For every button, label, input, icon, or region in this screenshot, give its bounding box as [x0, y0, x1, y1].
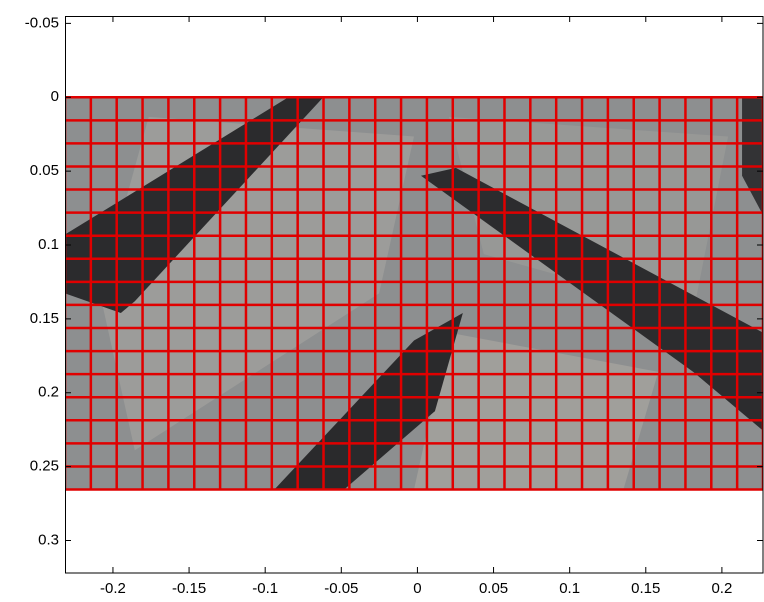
axes-box	[65, 16, 764, 574]
x-tick-label: -0.1	[252, 580, 278, 597]
photo-crack	[742, 97, 763, 215]
x-tick-label: 0.05	[479, 580, 508, 597]
photo-stone	[414, 332, 659, 490]
y-tick-label: 0	[51, 88, 59, 105]
x-tick-label: 0	[413, 580, 421, 597]
ticks: -0.2 -0.15 -0.1 -0.05 0 0.05 0.1 0.15 0.2 -0.05 0 0…	[25, 14, 763, 597]
y-tick-label: 0.05	[30, 162, 59, 179]
photo-crack	[420, 167, 763, 431]
x-tick-label: 0.1	[559, 580, 580, 597]
y-tick-label: 0.3	[38, 531, 59, 548]
x-tick-label: -0.15	[172, 580, 206, 597]
x-tick-label: 0.2	[711, 580, 732, 597]
plot-area	[65, 96, 763, 491]
y-tick-label: -0.05	[25, 14, 59, 31]
x-tick-label: 0.15	[631, 580, 660, 597]
y-tick-label: 0.15	[30, 310, 59, 327]
y-tick-label: 0.25	[30, 458, 59, 475]
x-tick-label: -0.2	[100, 580, 126, 597]
y-tick-label: 0.1	[38, 236, 59, 253]
photo-crack	[274, 313, 463, 490]
y-tick-label: 0.2	[38, 384, 59, 401]
x-tick-label: -0.05	[324, 580, 358, 597]
